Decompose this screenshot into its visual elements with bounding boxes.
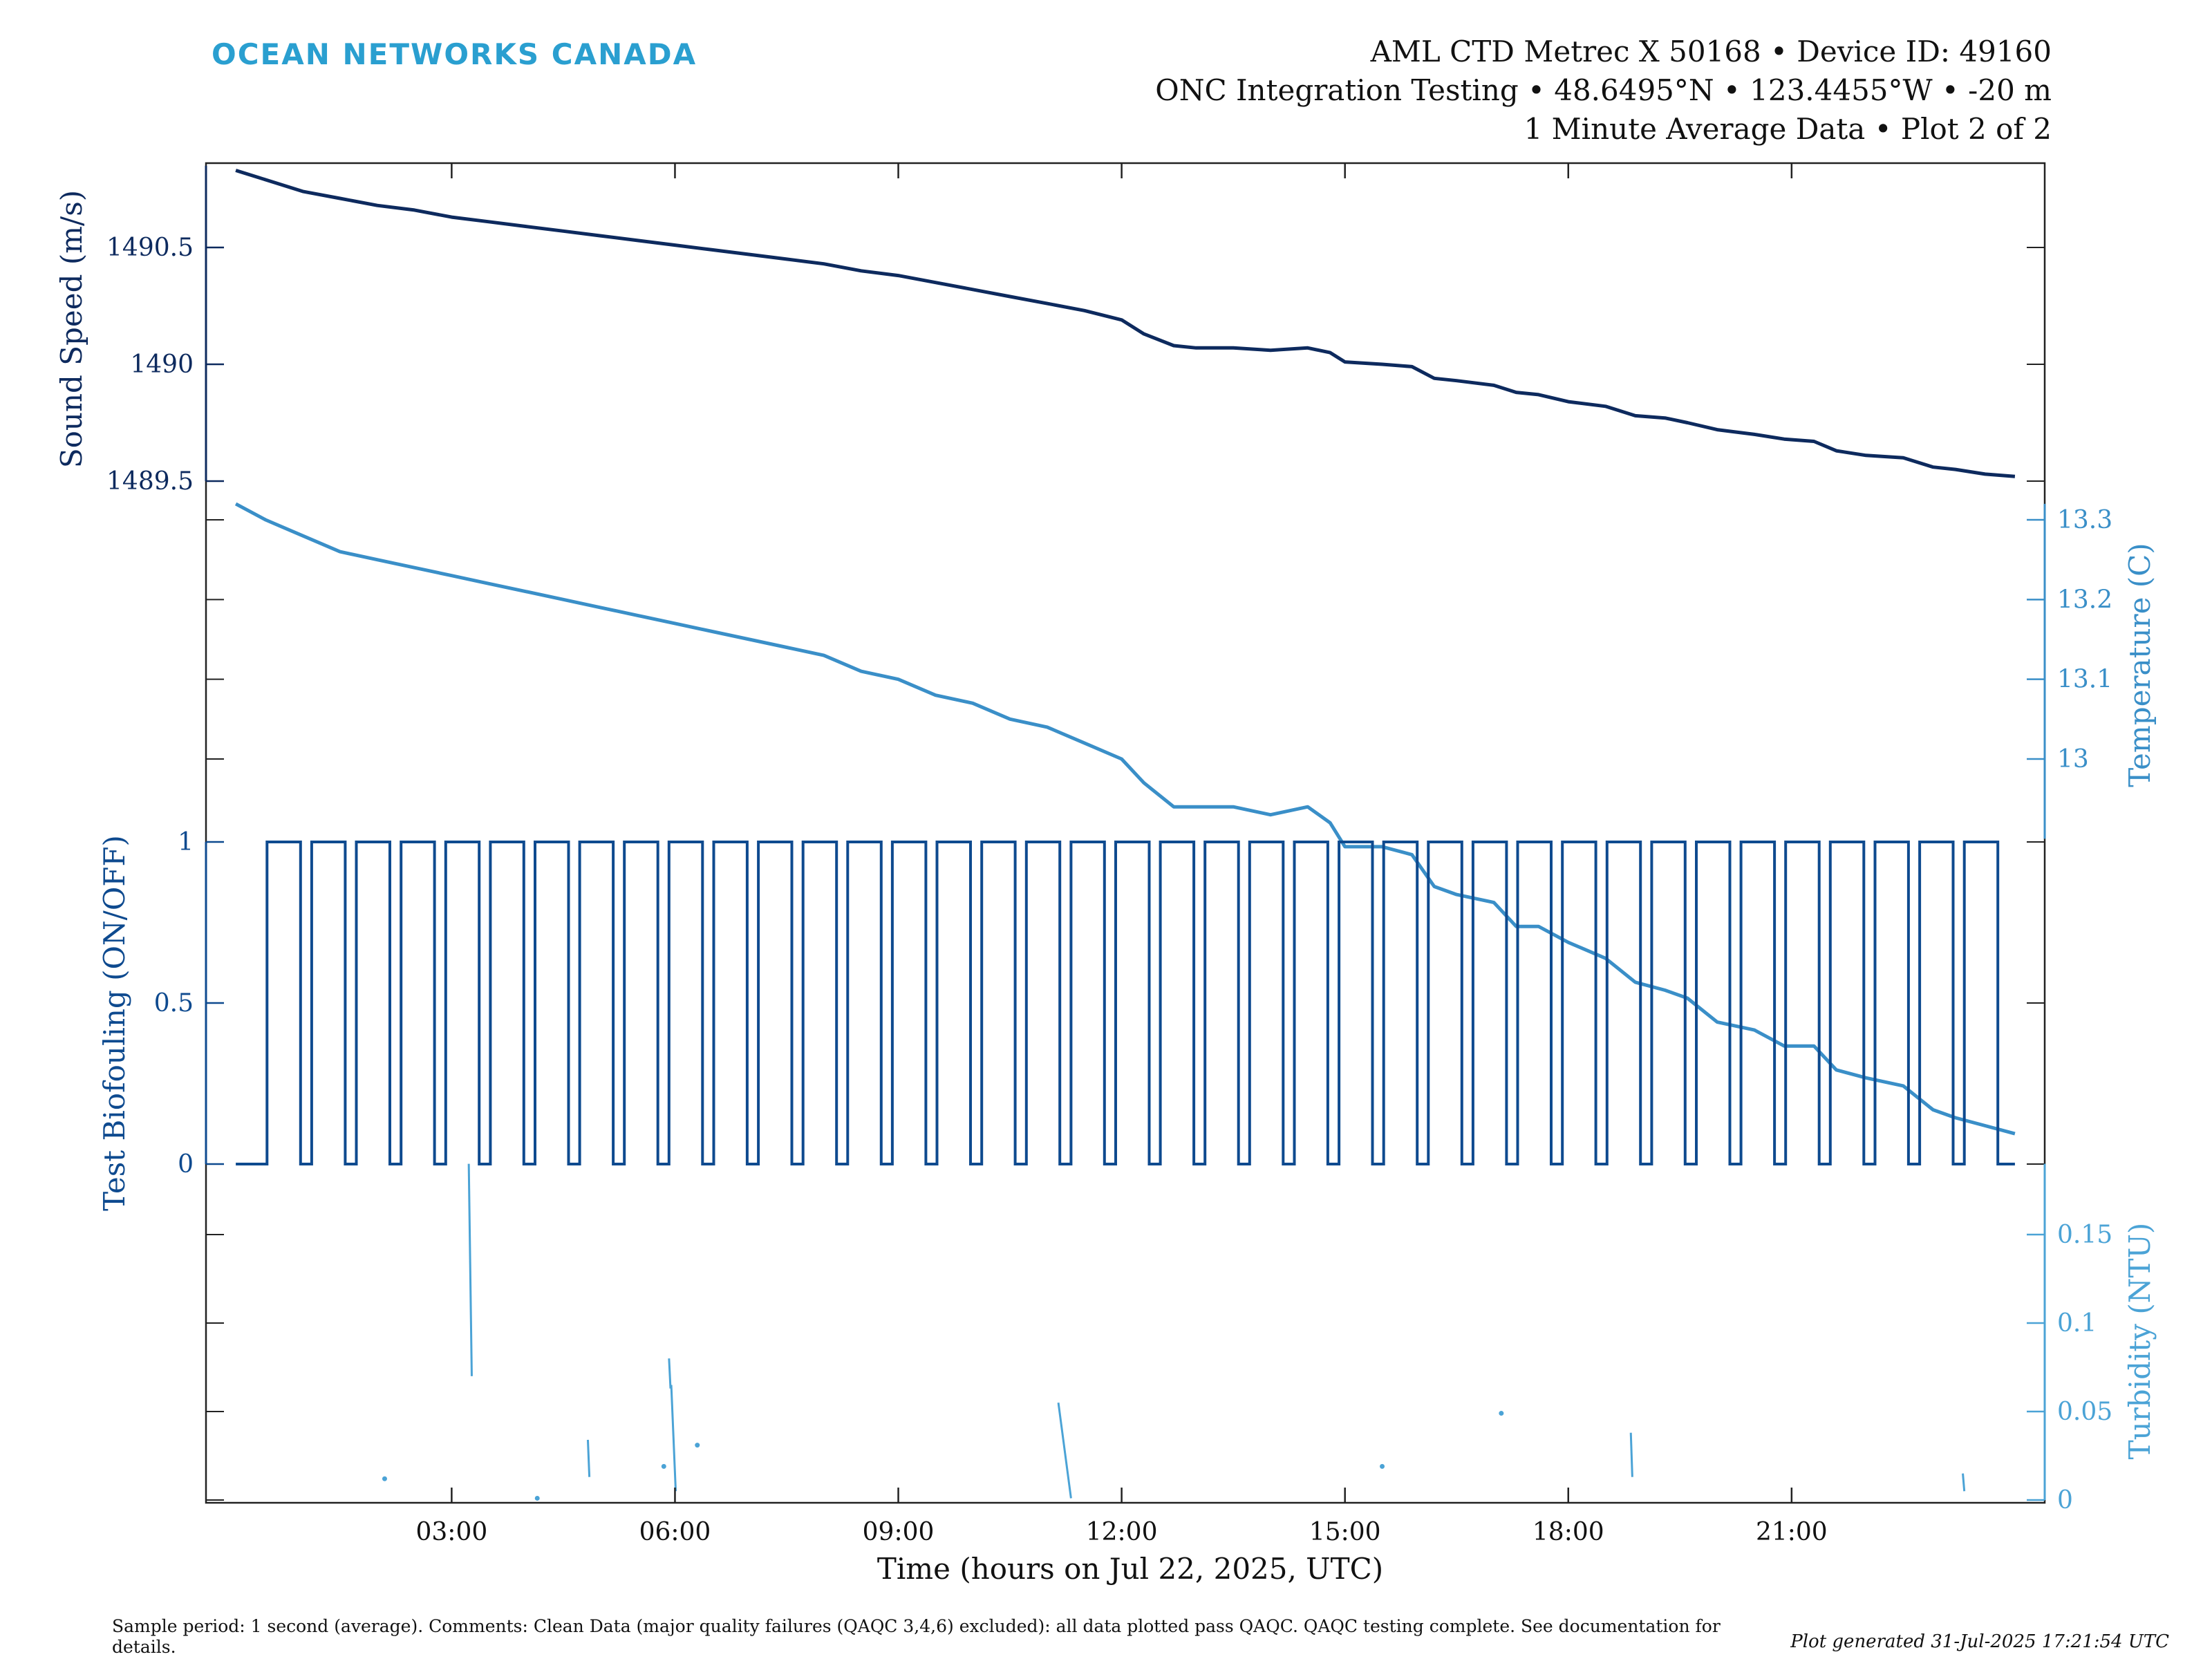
- turbidity-spike: [1057, 1403, 1072, 1499]
- turbidity-point: [695, 1443, 700, 1448]
- y-tick-label: 1490.5: [106, 234, 194, 262]
- y-tick-label: 13.1: [2057, 666, 2112, 694]
- y-tick-label: 13.2: [2057, 585, 2112, 614]
- title-line-1: AML CTD Metrec X 50168 • Device ID: 4916…: [1370, 35, 2052, 68]
- y-axis-label: Temperature (C): [2123, 543, 2157, 787]
- y-tick-label: 0.1: [2057, 1309, 2097, 1338]
- x-tick-label: 18:00: [1533, 1518, 1604, 1546]
- y-tick-label: 13: [2057, 745, 2089, 774]
- y-axis-label: Turbidity (NTU): [2123, 1223, 2157, 1460]
- x-axis-label: Time (hours on Jul 22, 2025, UTC): [877, 1552, 1383, 1586]
- title-line-3: 1 Minute Average Data • Plot 2 of 2: [1524, 112, 2052, 146]
- x-tick-label: 06:00: [639, 1518, 711, 1546]
- turbidity-spike: [670, 1385, 677, 1492]
- temperature-line: [234, 502, 2016, 1136]
- y-tick-label: 13.3: [2057, 506, 2112, 534]
- y-axis-label: Sound Speed (m/s): [55, 190, 88, 468]
- turbidity-point: [661, 1463, 666, 1469]
- plot-frame: [205, 162, 2046, 1504]
- biofouling-line: [236, 841, 2015, 1165]
- y-tick-label: 1490: [130, 350, 194, 379]
- turbidity-point: [1499, 1411, 1504, 1416]
- x-tick-label: 09:00: [863, 1518, 935, 1546]
- y-tick-label: 0: [2057, 1486, 2073, 1515]
- sound-speed-line: [235, 169, 2016, 478]
- y-tick-label: 0.15: [2057, 1221, 2112, 1249]
- y-tick-label: 0.5: [154, 989, 194, 1018]
- y-tick-label: 1: [178, 828, 194, 856]
- turbidity-spike: [668, 1358, 672, 1389]
- title-line-2: ONC Integration Testing • 48.6495°N • 12…: [1155, 73, 2052, 107]
- turbidity-point: [1380, 1463, 1385, 1469]
- x-tick-label: 12:00: [1086, 1518, 1158, 1546]
- x-tick-label: 15:00: [1309, 1518, 1381, 1546]
- y-tick-label: 0.05: [2057, 1398, 2112, 1426]
- turbidity-point: [534, 1495, 540, 1501]
- y-axis-label: Test Biofouling (ON/OFF): [97, 835, 131, 1211]
- turbidity-spike: [1629, 1432, 1633, 1477]
- turbidity-spike: [586, 1439, 591, 1477]
- y-tick-label: 0: [178, 1150, 194, 1179]
- y-tick-label: 1489.5: [106, 467, 194, 496]
- footer-comments: Sample period: 1 second (average). Comme…: [112, 1616, 1721, 1657]
- turbidity-point: [382, 1476, 387, 1481]
- turbidity-spike: [467, 1163, 473, 1376]
- turbidity-spike: [1962, 1473, 1966, 1492]
- x-tick-label: 03:00: [416, 1518, 488, 1546]
- x-tick-label: 21:00: [1756, 1518, 1828, 1546]
- plot-generated: Plot generated 31-Jul-2025 17:21:54 UTC: [1790, 1631, 2169, 1652]
- brand-logo: OCEAN NETWORKS CANADA: [212, 37, 697, 71]
